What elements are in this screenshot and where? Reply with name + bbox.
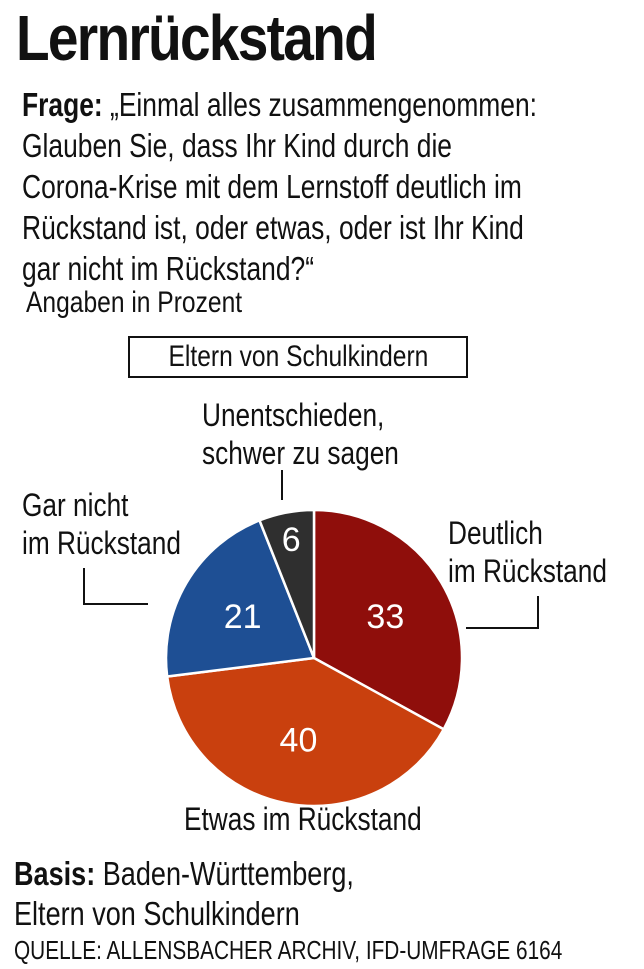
slice-label-gar-nicht-line-2: im Rückstand — [22, 525, 181, 561]
slice-label-deutlich-line-2: im Rückstand — [448, 553, 607, 589]
question-line-1: „Einmal alles zusammengenommen: — [110, 86, 538, 123]
basis-line-1: Baden-Württemberg, — [102, 855, 354, 892]
pie-value-1: 40 — [280, 721, 318, 759]
slice-label-etwas-line-1: Etwas im Rückstand — [184, 801, 422, 837]
pie-value-3: 6 — [282, 521, 301, 559]
question-line-3: Corona-Krise mit dem Lernstoff deutlich … — [22, 168, 522, 205]
pie-slice-0 — [312, 508, 464, 731]
pie-value-2: 21 — [224, 598, 262, 636]
pie-slice-2 — [164, 518, 316, 678]
pie-value-0: 33 — [366, 598, 404, 636]
slice-label-unentschieden-line-2: schwer zu sagen — [202, 435, 399, 471]
pie-slice-3 — [257, 508, 316, 659]
slice-label-unentschieden: Unentschieden, schwer zu sagen — [202, 396, 399, 472]
slice-label-deutlich: Deutlich im Rückstand — [448, 514, 607, 590]
question-line-4: Rückstand ist, oder etwas, oder ist Ihr … — [22, 209, 524, 246]
slice-label-gar-nicht-line-1: Gar nicht — [22, 487, 129, 523]
group-label-box: Eltern von Schulkindern — [128, 336, 468, 378]
group-label: Eltern von Schulkindern — [168, 340, 428, 373]
source-note: QUELLE: ALLENSBACHER ARCHIV, IFD-UMFRAGE… — [14, 935, 563, 965]
pie-slice-1 — [165, 656, 446, 808]
slice-label-unentschieden-line-1: Unentschieden, — [202, 397, 385, 433]
slice-label-etwas: Etwas im Rückstand — [184, 800, 422, 838]
basis-note: Basis: Baden-Württemberg, Eltern von Sch… — [14, 854, 354, 934]
basis-label: Basis: — [14, 855, 96, 892]
pie-slices — [164, 508, 464, 808]
leader-line-deutlich — [466, 596, 539, 629]
chart-title: Lernrückstand — [16, 2, 378, 74]
question-label: Frage: — [22, 86, 103, 123]
question-line-2: Glauben Sie, dass Ihr Kind durch die — [22, 127, 452, 164]
pie-chart: 33 40 21 6 — [83, 470, 539, 808]
leader-lines — [83, 470, 539, 629]
basis-line-2: Eltern von Schulkindern — [14, 895, 300, 932]
leader-line-gar-nicht — [83, 568, 148, 605]
question-line-5: gar nicht im Rückstand?“ — [22, 250, 314, 287]
slice-label-deutlich-line-1: Deutlich — [448, 515, 543, 551]
pie-values: 33 40 21 6 — [224, 521, 405, 760]
survey-question: Frage: „Einmal alles zusammengenommen: G… — [22, 84, 614, 289]
unit-note: Angaben in Prozent — [26, 286, 243, 319]
slice-label-gar-nicht: Gar nicht im Rückstand — [22, 486, 181, 562]
